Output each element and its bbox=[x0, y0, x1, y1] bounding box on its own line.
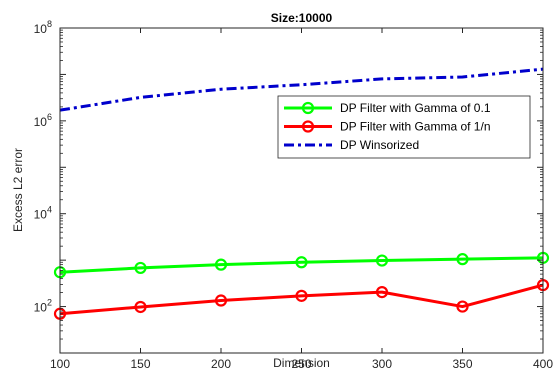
legend-label-1: DP Filter with Gamma of 0.1 bbox=[340, 101, 491, 115]
x-tick-label: 150 bbox=[130, 357, 150, 370]
data-point bbox=[214, 258, 228, 271]
legend-label-2: DP Filter with Gamma of 1/n bbox=[340, 120, 491, 134]
y-tick-label: 108 bbox=[34, 19, 52, 36]
legend-marker-2 bbox=[301, 120, 315, 133]
x-tick-label: 400 bbox=[533, 357, 553, 370]
x-tick-label: 200 bbox=[211, 357, 231, 370]
series-line-1 bbox=[59, 256, 544, 274]
y-tick-label: 106 bbox=[34, 112, 52, 129]
legend-marker-1 bbox=[301, 101, 315, 115]
legend-label-3: DP Winsorized bbox=[340, 138, 419, 152]
data-point bbox=[375, 285, 389, 299]
data-point bbox=[456, 300, 469, 313]
x-tick-label: 250 bbox=[291, 357, 311, 370]
tick-layer: 100 150 200 250 300 350 400 102 104 106 108 bbox=[34, 19, 553, 370]
x-tick-label: 100 bbox=[50, 357, 70, 370]
x-tick-label: 350 bbox=[452, 357, 472, 370]
y-tick-label: 102 bbox=[34, 298, 52, 315]
data-point bbox=[134, 261, 147, 275]
data-point bbox=[214, 294, 228, 307]
series-line-3 bbox=[59, 67, 544, 112]
x-axis-label: Dimension bbox=[273, 356, 330, 370]
data-point bbox=[295, 256, 308, 269]
y-axis-label: Excess L2 error bbox=[11, 148, 25, 232]
data-point bbox=[456, 253, 469, 266]
data-point bbox=[295, 289, 308, 302]
plot-background bbox=[60, 28, 543, 353]
data-point bbox=[375, 254, 389, 267]
chart-title: Size:10000 bbox=[271, 11, 333, 25]
x-tick-label: 300 bbox=[372, 357, 392, 370]
legend: DP Filter with Gamma of 0.1 DP Filter wit… bbox=[277, 95, 531, 159]
data-point bbox=[134, 300, 147, 314]
y-tick-label: 104 bbox=[34, 205, 52, 222]
series-line-2 bbox=[59, 283, 544, 316]
